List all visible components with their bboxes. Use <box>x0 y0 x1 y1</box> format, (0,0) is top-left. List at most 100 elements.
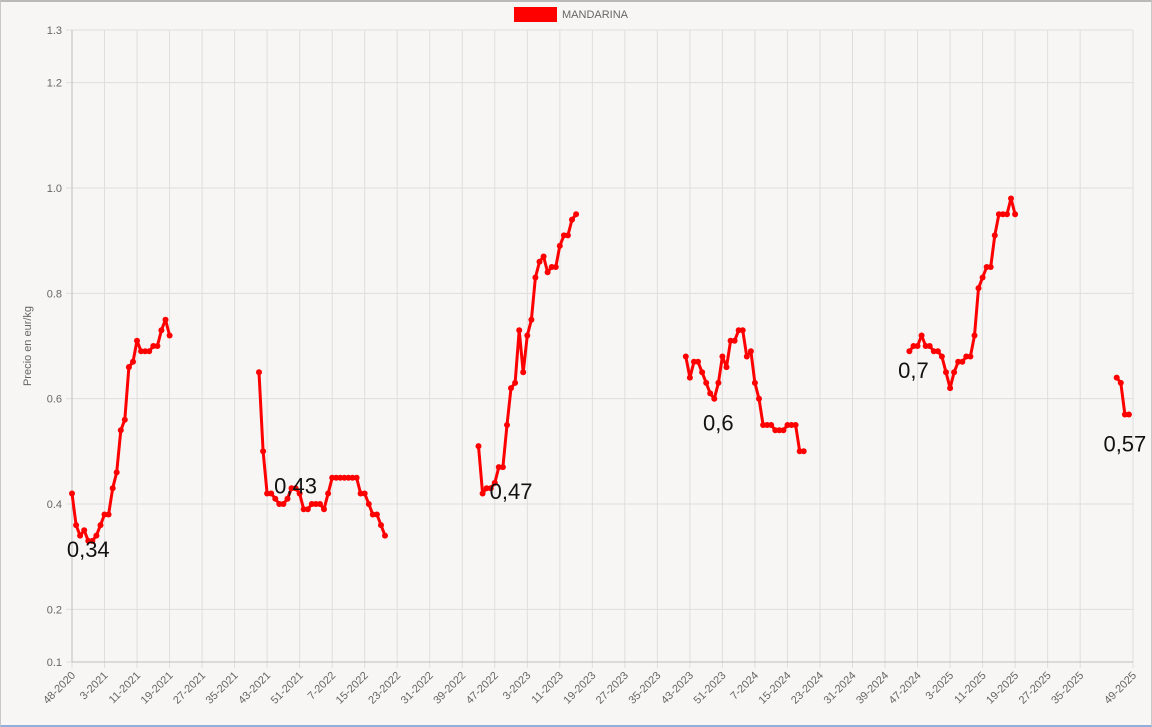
data-point[interactable] <box>719 353 726 360</box>
data-point[interactable] <box>951 369 958 376</box>
data-point[interactable] <box>166 332 173 339</box>
data-point[interactable] <box>780 427 787 434</box>
data-point[interactable] <box>906 348 913 355</box>
data-point[interactable] <box>284 495 291 502</box>
data-point[interactable] <box>105 511 112 518</box>
data-point[interactable] <box>158 327 165 334</box>
data-point[interactable] <box>751 379 758 386</box>
data-point[interactable] <box>296 490 303 497</box>
data-point[interactable] <box>487 485 494 492</box>
data-point[interactable] <box>991 232 998 239</box>
data-point[interactable] <box>121 416 128 423</box>
data-point[interactable] <box>699 369 706 376</box>
data-point[interactable] <box>800 448 807 455</box>
data-point[interactable] <box>77 532 84 539</box>
data-point[interactable] <box>264 490 271 497</box>
data-point[interactable] <box>540 253 547 260</box>
data-point[interactable] <box>564 232 571 239</box>
data-point[interactable] <box>361 490 368 497</box>
data-point[interactable] <box>321 506 327 513</box>
data-point[interactable] <box>524 332 531 339</box>
data-point[interactable] <box>686 374 693 381</box>
data-point[interactable] <box>146 348 153 355</box>
data-point[interactable] <box>914 343 921 349</box>
data-point[interactable] <box>1012 211 1019 218</box>
data-point[interactable] <box>947 385 954 392</box>
data-point[interactable] <box>938 353 945 360</box>
data-point[interactable] <box>89 537 96 544</box>
data-point[interactable] <box>134 337 140 344</box>
data-point[interactable] <box>926 343 933 349</box>
data-point[interactable] <box>768 422 775 428</box>
data-point[interactable] <box>971 332 978 339</box>
data-point[interactable] <box>999 211 1006 218</box>
data-point[interactable] <box>703 379 710 386</box>
data-point[interactable] <box>378 522 384 529</box>
data-point[interactable] <box>715 379 722 386</box>
data-point[interactable] <box>117 427 124 434</box>
data-point[interactable] <box>256 369 262 376</box>
data-point[interactable] <box>544 269 551 276</box>
data-point[interactable] <box>943 369 949 376</box>
data-point[interactable] <box>959 358 966 365</box>
data-point[interactable] <box>556 242 563 249</box>
data-point[interactable] <box>325 490 332 497</box>
data-point[interactable] <box>97 522 104 529</box>
data-point[interactable] <box>337 474 344 481</box>
data-point[interactable] <box>345 474 352 481</box>
data-point[interactable] <box>1125 411 1132 418</box>
data-point[interactable] <box>280 501 287 507</box>
data-point[interactable] <box>317 501 323 507</box>
data-point[interactable] <box>495 464 502 471</box>
data-point[interactable] <box>934 348 941 355</box>
data-point[interactable] <box>272 495 279 502</box>
data-point[interactable] <box>967 353 974 360</box>
data-point[interactable] <box>138 348 145 355</box>
data-point[interactable] <box>504 422 510 428</box>
data-point[interactable] <box>682 353 689 360</box>
data-point[interactable] <box>268 490 275 497</box>
data-point[interactable] <box>288 485 295 492</box>
data-point[interactable] <box>81 527 88 534</box>
data-point[interactable] <box>528 316 535 323</box>
data-point[interactable] <box>548 264 555 270</box>
data-point[interactable] <box>743 353 750 360</box>
data-point[interactable] <box>101 511 108 518</box>
data-point[interactable] <box>125 364 132 371</box>
data-point[interactable] <box>308 501 315 507</box>
data-point[interactable] <box>792 422 799 428</box>
data-point[interactable] <box>130 358 136 365</box>
data-point[interactable] <box>1004 211 1010 218</box>
data-point[interactable] <box>483 485 490 492</box>
data-point[interactable] <box>955 358 962 365</box>
data-point[interactable] <box>739 327 746 334</box>
data-point[interactable] <box>1008 195 1014 202</box>
data-point[interactable] <box>365 501 372 507</box>
data-point[interactable] <box>979 274 986 281</box>
data-point[interactable] <box>731 337 738 344</box>
data-point[interactable] <box>1113 374 1120 381</box>
data-point[interactable] <box>353 474 360 481</box>
data-point[interactable] <box>109 485 116 492</box>
data-point[interactable] <box>756 395 762 402</box>
data-point[interactable] <box>695 358 701 365</box>
data-point[interactable] <box>162 316 169 323</box>
data-point[interactable] <box>776 427 783 434</box>
data-point[interactable] <box>552 264 559 270</box>
data-point[interactable] <box>707 390 714 397</box>
data-point[interactable] <box>516 327 523 334</box>
legend[interactable]: MANDARINA <box>514 7 629 22</box>
data-point[interactable] <box>276 501 283 507</box>
data-point[interactable] <box>369 511 376 518</box>
data-point[interactable] <box>711 395 718 402</box>
data-point[interactable] <box>304 506 311 513</box>
data-point[interactable] <box>788 422 795 428</box>
data-point[interactable] <box>975 285 982 292</box>
data-point[interactable] <box>475 443 482 450</box>
data-point[interactable] <box>532 274 539 281</box>
data-point[interactable] <box>373 511 380 518</box>
data-point[interactable] <box>113 469 120 476</box>
data-point[interactable] <box>963 353 970 360</box>
data-point[interactable] <box>312 501 319 507</box>
data-point[interactable] <box>292 485 299 492</box>
